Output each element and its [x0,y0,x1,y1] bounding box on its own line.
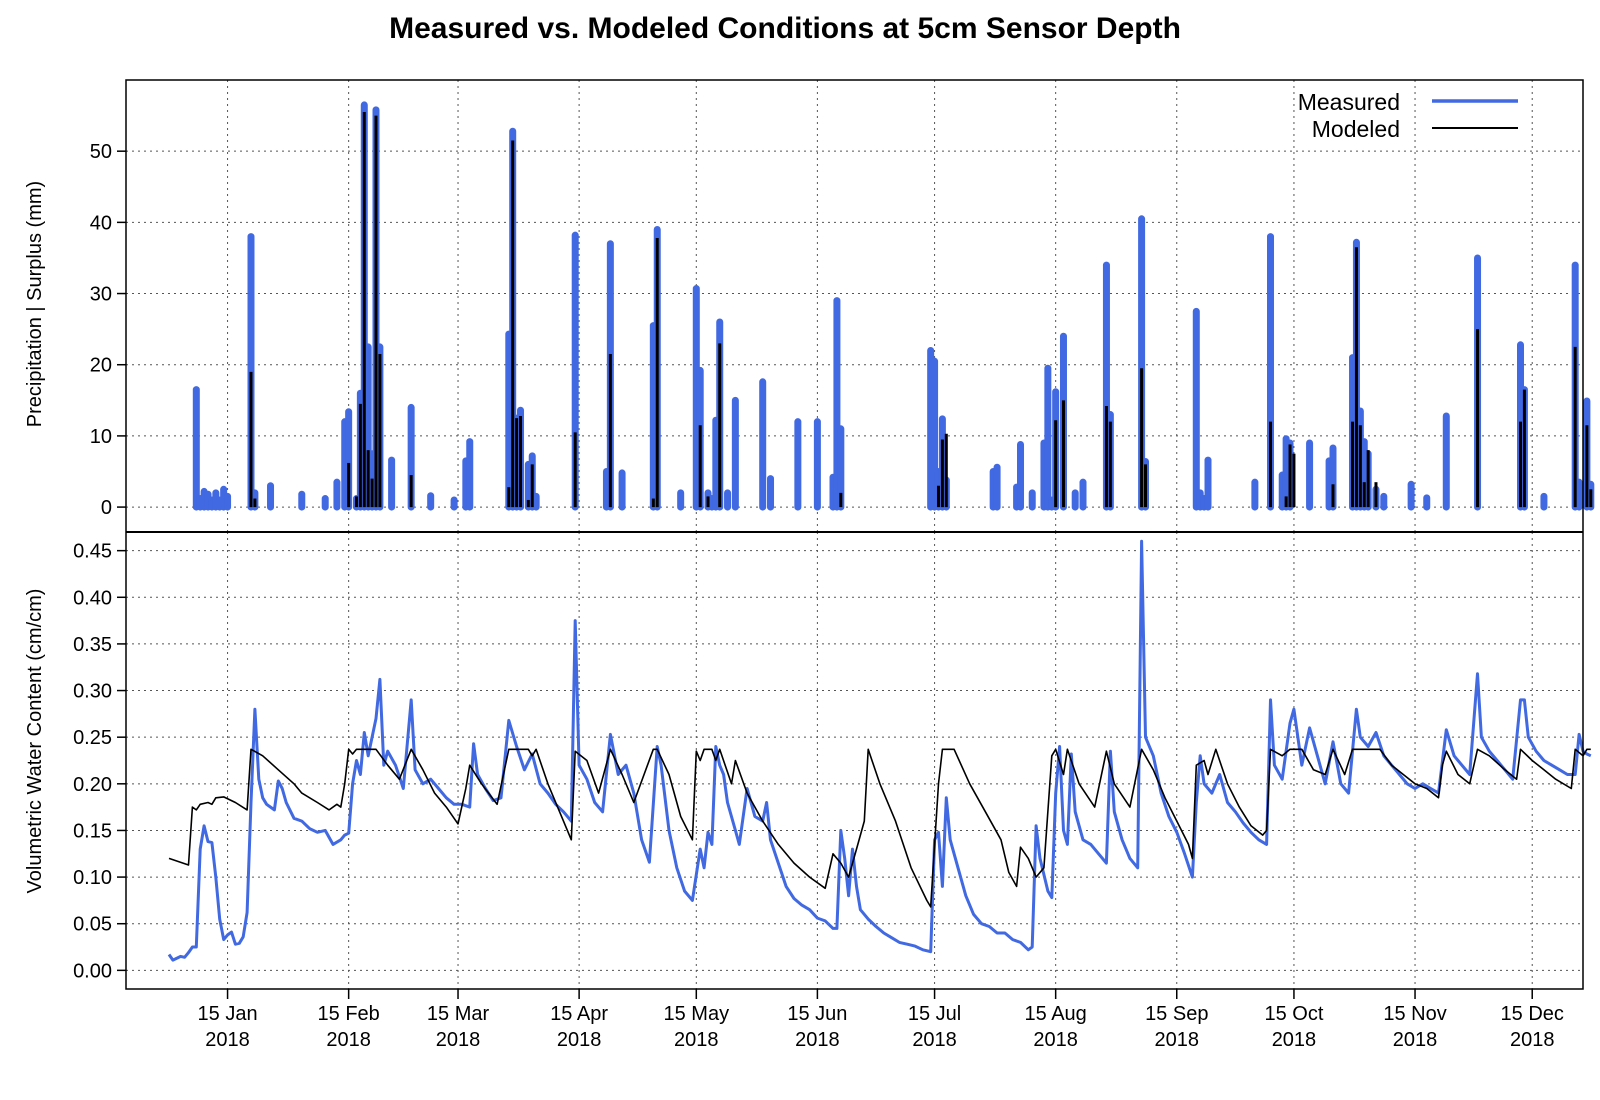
y-tick-label: 0.40 [73,587,112,609]
x-tick-year-label: 2018 [205,1029,250,1051]
x-tick-label: 15 Jul [908,1003,961,1025]
x-tick-label: 15 Feb [318,1003,380,1025]
legend: Measured Modeled [1298,89,1518,142]
x-tick-year-label: 2018 [436,1029,481,1051]
water-content-lines [167,539,1592,962]
y-tick-label: 30 [90,284,112,306]
x-tick-year-label: 2018 [1033,1029,1078,1051]
x-tick-label: 15 May [664,1003,730,1025]
precipitation-y-axis-label: Precipitation | Surplus (mm) [24,181,46,427]
x-tick-year-label: 2018 [326,1029,371,1051]
y-tick-label: 0.10 [73,867,112,889]
x-tick-label: 15 Oct [1264,1003,1323,1025]
legend-label-measured: Measured [1298,89,1400,115]
x-tick-year-label: 2018 [1393,1029,1438,1051]
legend-label-modeled: Modeled [1312,116,1400,142]
plot-frame [125,79,1584,990]
precipitation-panel: 0 10 20 30 40 50 Precipitation | Surplus (mm) [24,80,1595,532]
x-tick-label: 15 Nov [1383,1003,1446,1025]
date-x-axis: 15 Jan 2018 15 Feb 2018 15 Mar 2018 15 Apr 2018… [198,989,1564,1051]
x-tick-year-label: 2018 [1510,1029,1555,1051]
y-tick-label: 0.05 [73,914,112,936]
chart-title: Measured vs. Modeled Conditions at 5cm S… [389,12,1181,45]
x-tick-year-label: 2018 [557,1029,602,1051]
x-tick-label: 15 Sep [1145,1003,1208,1025]
y-tick-label: 0.15 [73,820,112,842]
y-tick-label: 0.00 [73,960,112,982]
y-tick-label: 0.35 [73,634,112,656]
water-content-y-axis-label: Volumetric Water Content (cm/cm) [24,589,46,894]
y-tick-label: 0.30 [73,681,112,703]
x-tick-year-label: 2018 [1272,1029,1317,1051]
y-tick-label: 0.45 [73,541,112,563]
measured-precipitation-bars [192,101,1595,511]
x-tick-label: 15 Jan [198,1003,258,1025]
x-tick-year-label: 2018 [795,1029,840,1051]
plot-border [125,79,1584,990]
measured-water-content-line [167,539,1592,962]
y-tick-label: 50 [90,141,112,163]
x-tick-year-label: 2018 [674,1029,719,1051]
x-tick-label: 15 Aug [1025,1003,1087,1025]
x-tick-year-label: 2018 [1155,1029,1200,1051]
y-tick-label: 20 [90,355,112,377]
x-tick-label: 15 Jun [787,1003,847,1025]
precipitation-y-axis: 0 10 20 30 40 50 [90,141,126,519]
y-tick-label: 10 [90,426,112,448]
x-tick-label: 15 Dec [1501,1003,1564,1025]
water-content-y-axis: 0.00 0.05 0.10 0.15 0.20 0.25 0.30 0.35 0.40 0.45 [73,541,126,982]
y-tick-label: 0.25 [73,727,112,749]
y-tick-label: 0 [101,497,112,519]
x-tick-label: 15 Apr [550,1003,608,1025]
x-tick-label: 15 Mar [427,1003,490,1025]
y-tick-label: 40 [90,212,112,234]
modeled-water-content-line [168,748,1591,908]
water-content-panel: 0.00 0.05 0.10 0.15 0.20 0.25 0.30 0.35 0.40 0.45… [24,532,1592,989]
modeled-surplus-bars [249,112,1593,508]
y-tick-label: 0.20 [73,774,112,796]
x-tick-year-label: 2018 [912,1029,957,1051]
water-content-grid [126,532,1583,989]
